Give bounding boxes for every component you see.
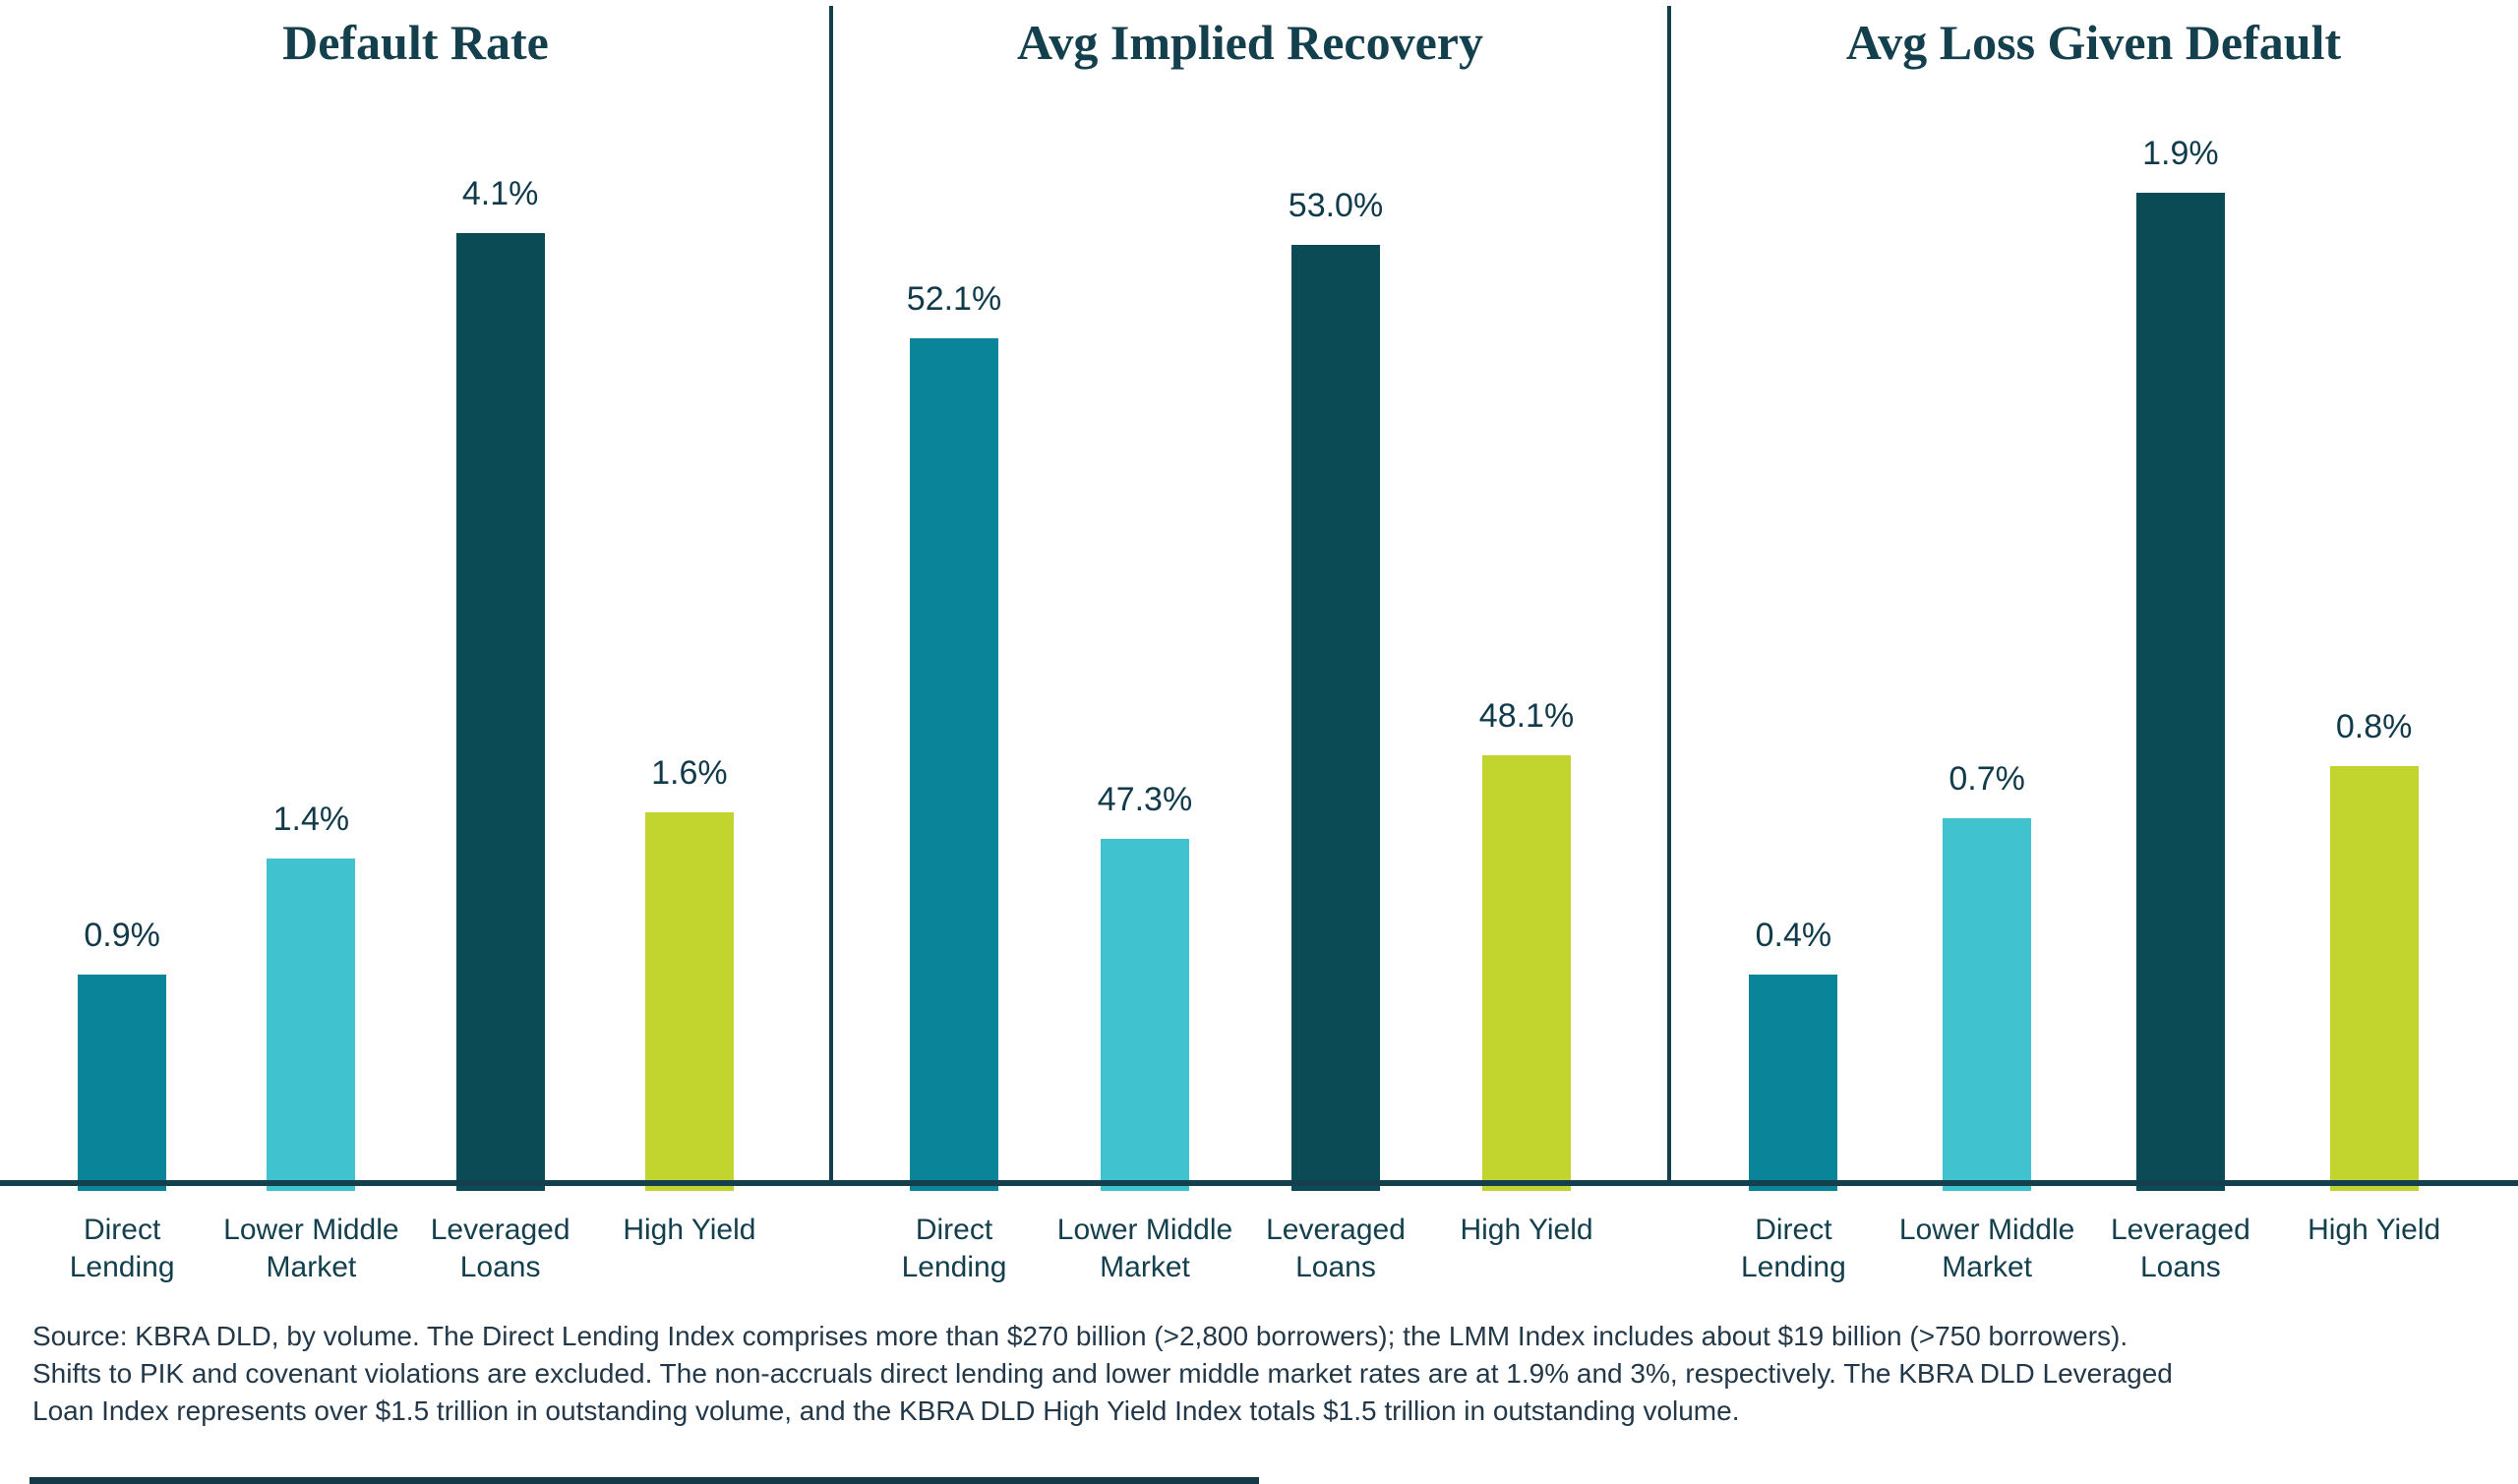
source-note: Source: KBRA DLD, by volume. The Direct …: [32, 1318, 2173, 1430]
bottom-edge-strip: [30, 1477, 1259, 1484]
bar-lower-middle-market: [1101, 839, 1189, 1191]
category-label-direct-lending: Direct Lending: [1740, 1214, 1846, 1283]
panel-divider: [829, 6, 833, 1184]
value-label: 0.8%: [2335, 708, 2413, 745]
bar-slot: 4.1%: [406, 138, 595, 1191]
x-axis-line: [0, 1180, 2518, 1186]
bar-slot: 0.4%: [1697, 138, 1890, 1191]
bar-leveraged-loans: [455, 233, 545, 1191]
value-label: 4.1%: [461, 175, 539, 212]
plot-avg-loss-given-default: 0.4% 0.7% 1.9% 0.8%: [1697, 135, 2471, 1191]
bar-leveraged-loans: [1291, 245, 1380, 1191]
bar-lower-middle-market: [1943, 818, 2032, 1191]
source-note-line: Loan Index represents over $1.5 trillion…: [32, 1395, 1740, 1426]
bar-slot: 1.4%: [216, 138, 405, 1191]
panel-divider: [1667, 6, 1671, 1184]
panel-default-rate: Default Rate 0.9% 1.4% 4.1% 1.6% Direct L…: [0, 0, 831, 1283]
category-label-leveraged-loans: Leveraged Loans: [1266, 1214, 1406, 1283]
bar-slot: 0.7%: [1890, 138, 2084, 1191]
bar-slot: 53.0%: [1240, 138, 1431, 1191]
bar-lower-middle-market: [267, 859, 356, 1191]
category-label-leveraged-loans: Leveraged Loans: [2110, 1214, 2250, 1283]
panel-title-avg-implied-recovery: Avg Implied Recovery: [1017, 15, 1483, 70]
panel-title-default-rate: Default Rate: [282, 15, 549, 70]
category-label-lower-middle-market: Lower Middle Market: [223, 1214, 399, 1283]
bar-slot: 1.6%: [595, 138, 784, 1191]
source-note-line: Shifts to PIK and covenant violations ar…: [32, 1358, 2173, 1389]
value-label: 1.9%: [2142, 135, 2219, 172]
category-label-high-yield: High Yield: [2308, 1214, 2441, 1246]
value-label: 52.1%: [906, 280, 1002, 318]
bar-direct-lending: [910, 338, 998, 1191]
value-label: 53.0%: [1288, 187, 1384, 224]
value-label: 48.1%: [1478, 697, 1575, 735]
category-axis-default-rate: Direct Lending Lower Middle Market Leverag…: [28, 1212, 784, 1286]
bar-leveraged-loans: [2135, 193, 2225, 1191]
bar-direct-lending: [78, 975, 167, 1191]
category-label-direct-lending: Direct Lending: [901, 1214, 1007, 1283]
category-label-high-yield: High Yield: [1460, 1214, 1593, 1246]
plot-default-rate: 0.9% 1.4% 4.1% 1.6%: [28, 138, 784, 1191]
bar-high-yield: [2329, 766, 2419, 1191]
plot-avg-implied-recovery: 52.1% 47.3% 53.0% 48.1%: [859, 138, 1622, 1191]
value-label: 0.9%: [84, 917, 160, 954]
category-label-high-yield: High Yield: [623, 1214, 756, 1246]
bar-slot: 1.9%: [2084, 135, 2278, 1191]
value-label: 1.6%: [651, 754, 728, 792]
category-axis-avg-loss-given-default: Direct Lending Lower Middle Market Leverag…: [1697, 1212, 2471, 1286]
category-label-lower-middle-market: Lower Middle Market: [1898, 1214, 2075, 1283]
bar-high-yield: [644, 812, 734, 1191]
panel-avg-loss-given-default: Avg Loss Given Default 0.4% 0.7% 1.9% 0.…: [1669, 0, 2518, 1283]
bar-slot: 48.1%: [1431, 138, 1622, 1191]
category-label-leveraged-loans: Leveraged Loans: [430, 1214, 570, 1283]
panel-title-avg-loss-given-default: Avg Loss Given Default: [1845, 15, 2342, 70]
value-label: 47.3%: [1097, 781, 1193, 818]
value-label: 0.4%: [1755, 917, 1832, 954]
bar-direct-lending: [1749, 975, 1838, 1191]
bar-slot: 52.1%: [859, 138, 1049, 1191]
source-note-line: Source: KBRA DLD, by volume. The Direct …: [32, 1321, 2128, 1351]
category-axis-avg-implied-recovery: Direct Lending Lower Middle Market Leverag…: [859, 1212, 1622, 1286]
bar-slot: 0.8%: [2277, 138, 2471, 1191]
panel-avg-implied-recovery: Avg Implied Recovery 52.1% 47.3% 53.0% 4…: [831, 0, 1669, 1283]
category-label-lower-middle-market: Lower Middle Market: [1056, 1214, 1233, 1283]
bar-slot: 47.3%: [1049, 138, 1240, 1191]
value-label: 1.4%: [272, 801, 350, 838]
category-label-direct-lending: Direct Lending: [69, 1214, 175, 1283]
value-label: 0.7%: [1948, 760, 2025, 798]
bar-high-yield: [1482, 755, 1571, 1191]
bar-slot: 0.9%: [28, 138, 216, 1191]
